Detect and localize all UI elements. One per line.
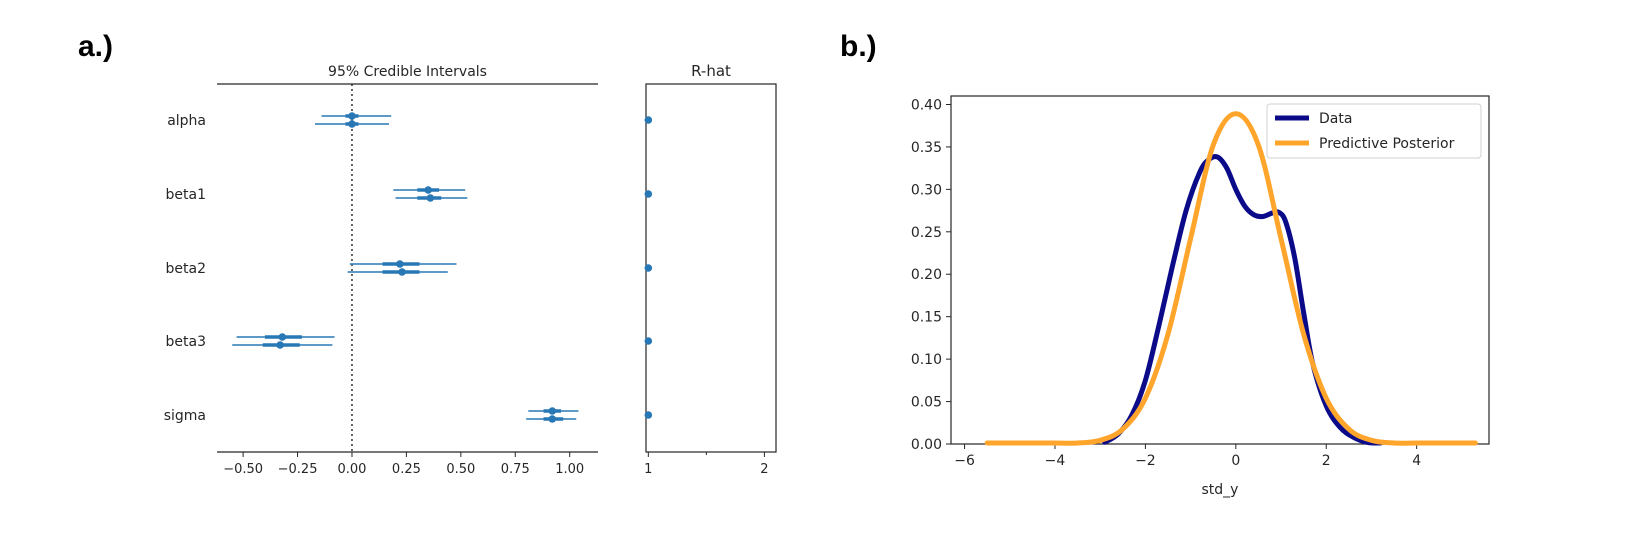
mean-point-sigma [548,415,557,423]
rhat-point-beta3 [644,337,653,345]
kde-x-tick-label: −4 [1045,453,1066,469]
kde-x-tick-label: 2 [1322,453,1331,469]
rhat-point-alpha [644,116,653,124]
kde-y-tick-label: 0.05 [911,395,942,411]
series-line-data [1102,154,1383,446]
param-label-alpha: alpha [167,113,206,129]
rhat-plot: R-hat 1 2 [644,62,777,477]
kde-y-tick-label: 0.00 [911,437,942,453]
param-label-beta2: beta2 [166,261,206,277]
param-label-sigma: sigma [164,408,206,424]
legend-label-data: Data [1319,111,1352,127]
panel-a-label: a.) [78,30,114,63]
mean-point-beta1 [424,186,432,194]
rhat-frame [645,83,777,453]
mean-point-beta2 [396,260,404,268]
legend-box [1266,103,1482,159]
panel-b-label: b.) [840,30,877,63]
series-line-predictive-posterior [984,111,1478,446]
x-tick-label: 0.50 [446,462,475,477]
rhat-x-tick-label: 1 [644,462,652,477]
legend-label-predictive-posterior: Predictive Posterior [1319,136,1455,152]
kde-y-tick-label: 0.40 [911,97,942,113]
kde-y-tick-label: 0.15 [911,310,942,326]
rhat-x-tick-label: 2 [760,462,768,477]
x-tick-label: 0.25 [392,462,421,477]
kde-y-tick-label: 0.10 [911,352,942,368]
x-tick-label: 0.00 [338,462,367,477]
kde-x-tick-label: −2 [1135,453,1156,469]
x-tick-label: −0.50 [223,462,263,477]
mean-point-sigma [548,407,557,415]
mean-point-alpha [348,120,356,128]
kde-y-tick-label: 0.25 [911,225,942,241]
mean-point-beta3 [278,333,287,341]
mean-point-beta1 [426,194,435,202]
kde-y-tick-label: 0.35 [911,140,942,156]
kde-x-tick-label: 4 [1412,453,1421,469]
mean-point-alpha [348,112,356,120]
x-tick-label: −0.25 [278,462,318,477]
x-tick-label: 0.75 [501,462,530,477]
rhat-point-beta2 [644,264,653,272]
rhat-point-sigma [644,411,653,419]
forest-plot: 95% Credible Intervals −0.50 −0.25 0.00 0.25… [164,64,598,477]
mean-point-beta3 [276,341,284,349]
kde-y-tick-label: 0.30 [911,182,942,198]
kde-x-axis-label: std_y [1202,482,1239,498]
rhat-point-beta1 [644,190,653,198]
kde-x-tick-label: −6 [954,453,975,469]
param-label-beta3: beta3 [166,334,206,350]
kde-plot: −6 −4 −2 0 2 4 0.00 0.05 0.10 0.15 0.20 0.25 0.30 0.3… [911,95,1490,498]
mean-point-beta2 [398,268,406,276]
forest-title: 95% Credible Intervals [328,64,487,80]
x-tick-label: 1.00 [555,462,584,477]
rhat-title: R-hat [691,62,731,80]
kde-y-tick-label: 0.20 [911,267,942,283]
kde-x-tick-label: 0 [1231,453,1240,469]
param-label-beta1: beta1 [166,187,206,203]
